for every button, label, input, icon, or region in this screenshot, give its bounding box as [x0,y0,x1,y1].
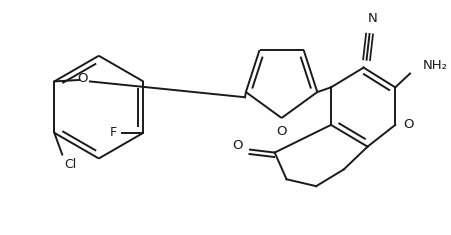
Text: O: O [276,125,286,138]
Text: NH₂: NH₂ [422,59,447,72]
Text: O: O [78,72,88,85]
Text: O: O [402,118,412,131]
Text: N: N [367,12,377,25]
Text: Cl: Cl [64,158,76,171]
Text: O: O [231,139,242,152]
Text: F: F [110,126,117,139]
